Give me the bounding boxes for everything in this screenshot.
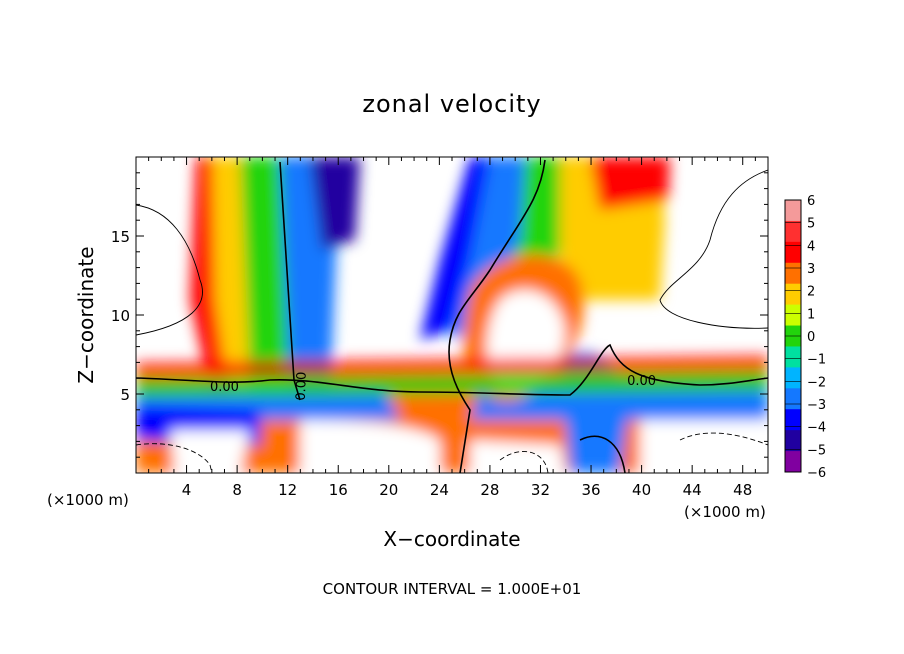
- contour-label: 0.00: [627, 374, 656, 389]
- plot-area: 0.00 0.00 0.00: [136, 157, 768, 473]
- colorbar-label: 2: [807, 285, 815, 300]
- x-tick-label: 36: [581, 481, 600, 499]
- x-tick-label: 44: [683, 481, 702, 499]
- y-axis-label: Z−coordinate: [74, 246, 98, 383]
- y-tick-label: 10: [111, 307, 130, 325]
- chart-title: zonal velocity: [362, 90, 541, 118]
- colorbar-label: −4: [807, 421, 826, 436]
- colorbar-swatch: [785, 409, 801, 431]
- x-unit-right: (×1000 m): [684, 503, 766, 521]
- colorbar-label: 6: [807, 194, 815, 209]
- colorbar-label: 1: [807, 307, 815, 322]
- contour-label: 0.00: [294, 371, 310, 400]
- x-tick-label: 28: [480, 481, 499, 499]
- colorbar-swatch: [785, 388, 801, 410]
- colorbar-swatch: [785, 262, 801, 285]
- colorbar: 6 5 4 3 2 1 0 −1 −2 −3 −4 −5 −6: [784, 194, 826, 481]
- colorbar-swatch: [785, 367, 801, 389]
- colorbar-swatch: [785, 304, 801, 327]
- colorbar-swatch: [785, 283, 801, 306]
- x-tick-label: 40: [632, 481, 651, 499]
- colorbar-label: −2: [807, 375, 826, 390]
- colorbar-swatch: [785, 220, 801, 243]
- colorbar-swatch: [785, 241, 801, 264]
- x-axis-label: X−coordinate: [383, 527, 520, 551]
- colorbar-swatch: [785, 346, 801, 368]
- x-tick-label: 12: [278, 481, 297, 499]
- colorbar-label: −6: [807, 466, 826, 481]
- x-tick-label: 32: [531, 481, 550, 499]
- colorbar-label: −1: [807, 353, 826, 368]
- colorbar-swatch: [785, 200, 801, 222]
- x-tick-label: 20: [379, 481, 398, 499]
- colorbar-label: 3: [807, 262, 815, 277]
- colorbar-swatch: [785, 451, 801, 473]
- x-tick-label: 16: [329, 481, 348, 499]
- contour-label: 0.00: [210, 380, 239, 395]
- colorbar-swatch: [785, 430, 801, 452]
- x-axis: 4 8 12 16 20 24 28 32 36 40 44 48: [148, 157, 756, 499]
- colorbar-label: 5: [807, 217, 815, 232]
- colorbar-label: −3: [807, 398, 826, 413]
- x-unit-left: (×1000 m): [47, 491, 129, 509]
- y-tick-label: 15: [111, 228, 130, 246]
- y-tick-label: 5: [120, 386, 130, 404]
- colorbar-label: 4: [807, 239, 815, 254]
- colorbar-label: −5: [807, 443, 826, 458]
- y-axis: 5 10 15: [111, 172, 768, 458]
- x-tick-label: 24: [430, 481, 449, 499]
- x-tick-label: 48: [733, 481, 752, 499]
- x-tick-label: 8: [232, 481, 242, 499]
- x-tick-label: 4: [182, 481, 192, 499]
- footer-note: CONTOUR INTERVAL = 1.000E+01: [323, 580, 582, 598]
- colorbar-label: 0: [807, 330, 815, 345]
